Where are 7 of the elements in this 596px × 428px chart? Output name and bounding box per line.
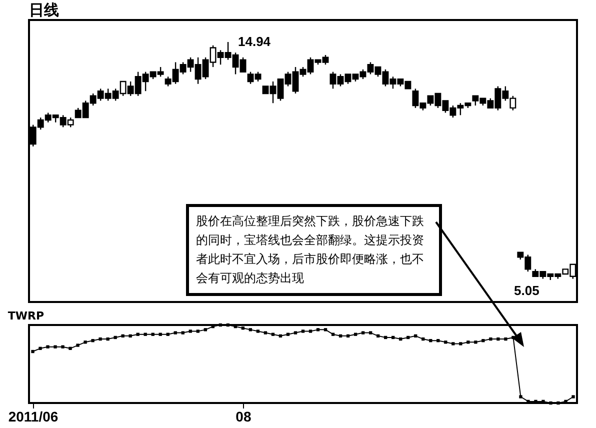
chart-title: 日线 (29, 1, 59, 19)
annotation: 14.94 (238, 34, 271, 49)
x-tick-label: 08 (236, 408, 252, 424)
chart-title: TWRP (8, 309, 44, 322)
text-box: 股价在高位整理后突然下跌，股价急速下跌的同时，宝塔线也会全部翻绿。这提示投资者此时不宜入场，后市股价即便略涨，也不会有可观的态势出现 (186, 204, 442, 296)
x-tick-label: 2011/06 (8, 408, 58, 424)
text: 5.05 (514, 283, 540, 298)
